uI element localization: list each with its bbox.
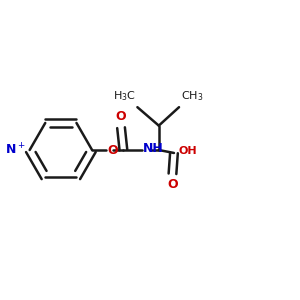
Text: O: O [167, 178, 178, 191]
Text: N$^+$: N$^+$ [5, 142, 26, 158]
Text: O: O [107, 143, 118, 157]
Text: NH: NH [143, 142, 164, 155]
Text: CH$_3$: CH$_3$ [181, 89, 203, 103]
Text: H$_3$C: H$_3$C [113, 89, 136, 103]
Text: OH: OH [179, 146, 197, 157]
Text: O: O [116, 110, 126, 123]
